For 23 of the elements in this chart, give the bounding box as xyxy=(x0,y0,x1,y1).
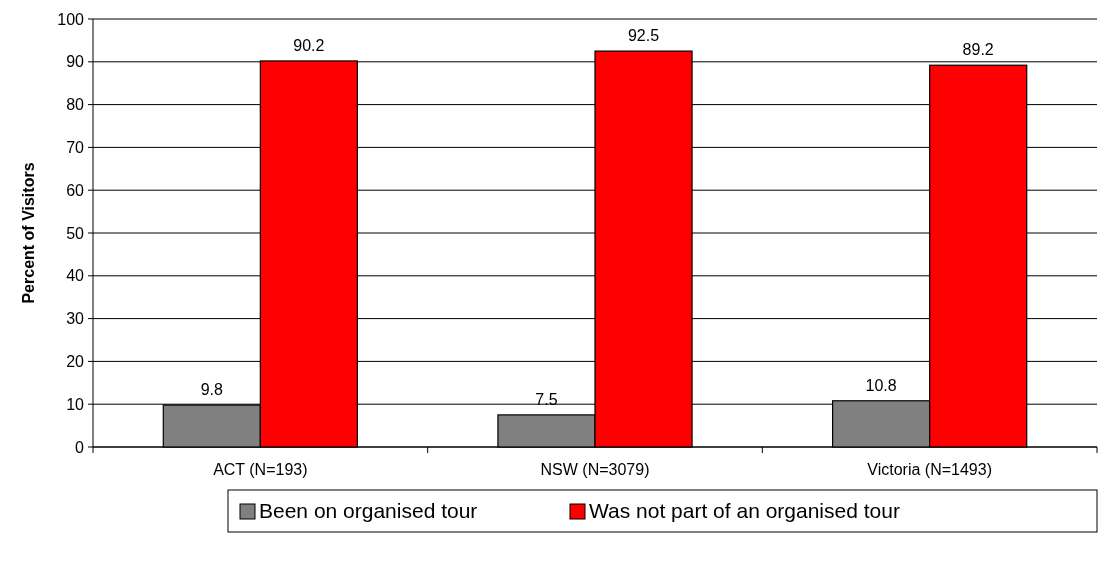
y-tick-label: 30 xyxy=(66,310,85,328)
y-tick-label: 20 xyxy=(66,353,85,370)
data-label: 7.5 xyxy=(535,390,558,408)
data-label: 89.2 xyxy=(962,41,994,59)
y-tick-label: 100 xyxy=(57,10,85,28)
data-label: 9.8 xyxy=(200,381,224,399)
y-tick-label: 70 xyxy=(66,139,85,156)
data-label: 90.2 xyxy=(293,36,325,54)
y-tick-label: 50 xyxy=(66,224,85,242)
legend-label: Was not part of an organised tour xyxy=(589,499,900,522)
y-tick-label: 90 xyxy=(66,53,85,71)
x-tick-label: Victoria (N=1493) xyxy=(867,461,992,478)
data-label: 92.5 xyxy=(627,27,660,45)
y-tick-label: 40 xyxy=(66,267,85,285)
y-axis-title: Percent of Visitors xyxy=(20,162,37,304)
legend-label: Been on organised tour xyxy=(259,499,478,522)
y-tick-label: 80 xyxy=(66,96,85,114)
x-tick-label: ACT (N=193) xyxy=(213,461,308,478)
x-tick-label: NSW (N=3079) xyxy=(540,461,650,478)
y-tick-label: 10 xyxy=(66,395,85,413)
y-tick-label: 60 xyxy=(66,181,85,199)
data-label: 10.8 xyxy=(865,376,897,394)
y-tick-label: 0 xyxy=(75,438,85,456)
